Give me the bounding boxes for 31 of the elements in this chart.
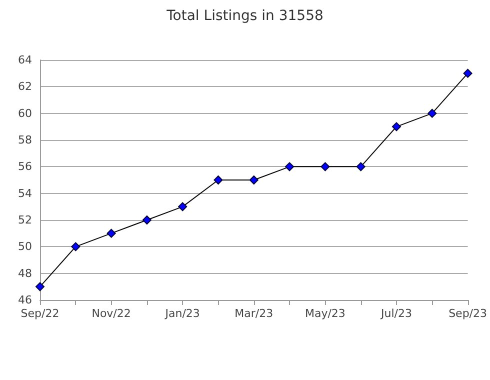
x-tick-label: Nov/22 bbox=[92, 307, 131, 320]
y-tick-label: 50 bbox=[18, 240, 32, 254]
x-tick-label: Sep/22 bbox=[20, 307, 60, 320]
x-tick-label: Jul/23 bbox=[380, 307, 412, 320]
point bbox=[463, 68, 472, 78]
point bbox=[142, 216, 152, 224]
y-tick-label: 52 bbox=[18, 214, 32, 226]
y-tick-label: 56 bbox=[18, 160, 32, 174]
y-tick-label: 64 bbox=[18, 54, 32, 66]
y-tick-label: 46 bbox=[18, 294, 32, 306]
y-tick-label: 48 bbox=[18, 266, 32, 280]
point bbox=[249, 176, 258, 184]
y-tick-label: 62 bbox=[18, 80, 32, 94]
point bbox=[356, 162, 366, 172]
point bbox=[214, 176, 223, 184]
point bbox=[36, 282, 44, 292]
y-tick-label: 54 bbox=[18, 186, 32, 200]
y-tick-label: 58 bbox=[18, 134, 32, 146]
point bbox=[106, 228, 116, 238]
point bbox=[428, 108, 437, 118]
point bbox=[285, 162, 294, 172]
x-tick-label: May/23 bbox=[304, 307, 346, 320]
chart-title: Total Listings in 31558 bbox=[166, 8, 324, 24]
point bbox=[71, 242, 80, 252]
x-tick-label: Mar/23 bbox=[234, 307, 274, 320]
y-tick-label: 60 bbox=[18, 106, 32, 120]
x-tick-label: Sep/23 bbox=[448, 307, 487, 320]
x-tick-label: Jan/23 bbox=[164, 307, 200, 320]
point bbox=[392, 122, 401, 132]
point bbox=[178, 202, 188, 212]
point bbox=[320, 162, 330, 172]
